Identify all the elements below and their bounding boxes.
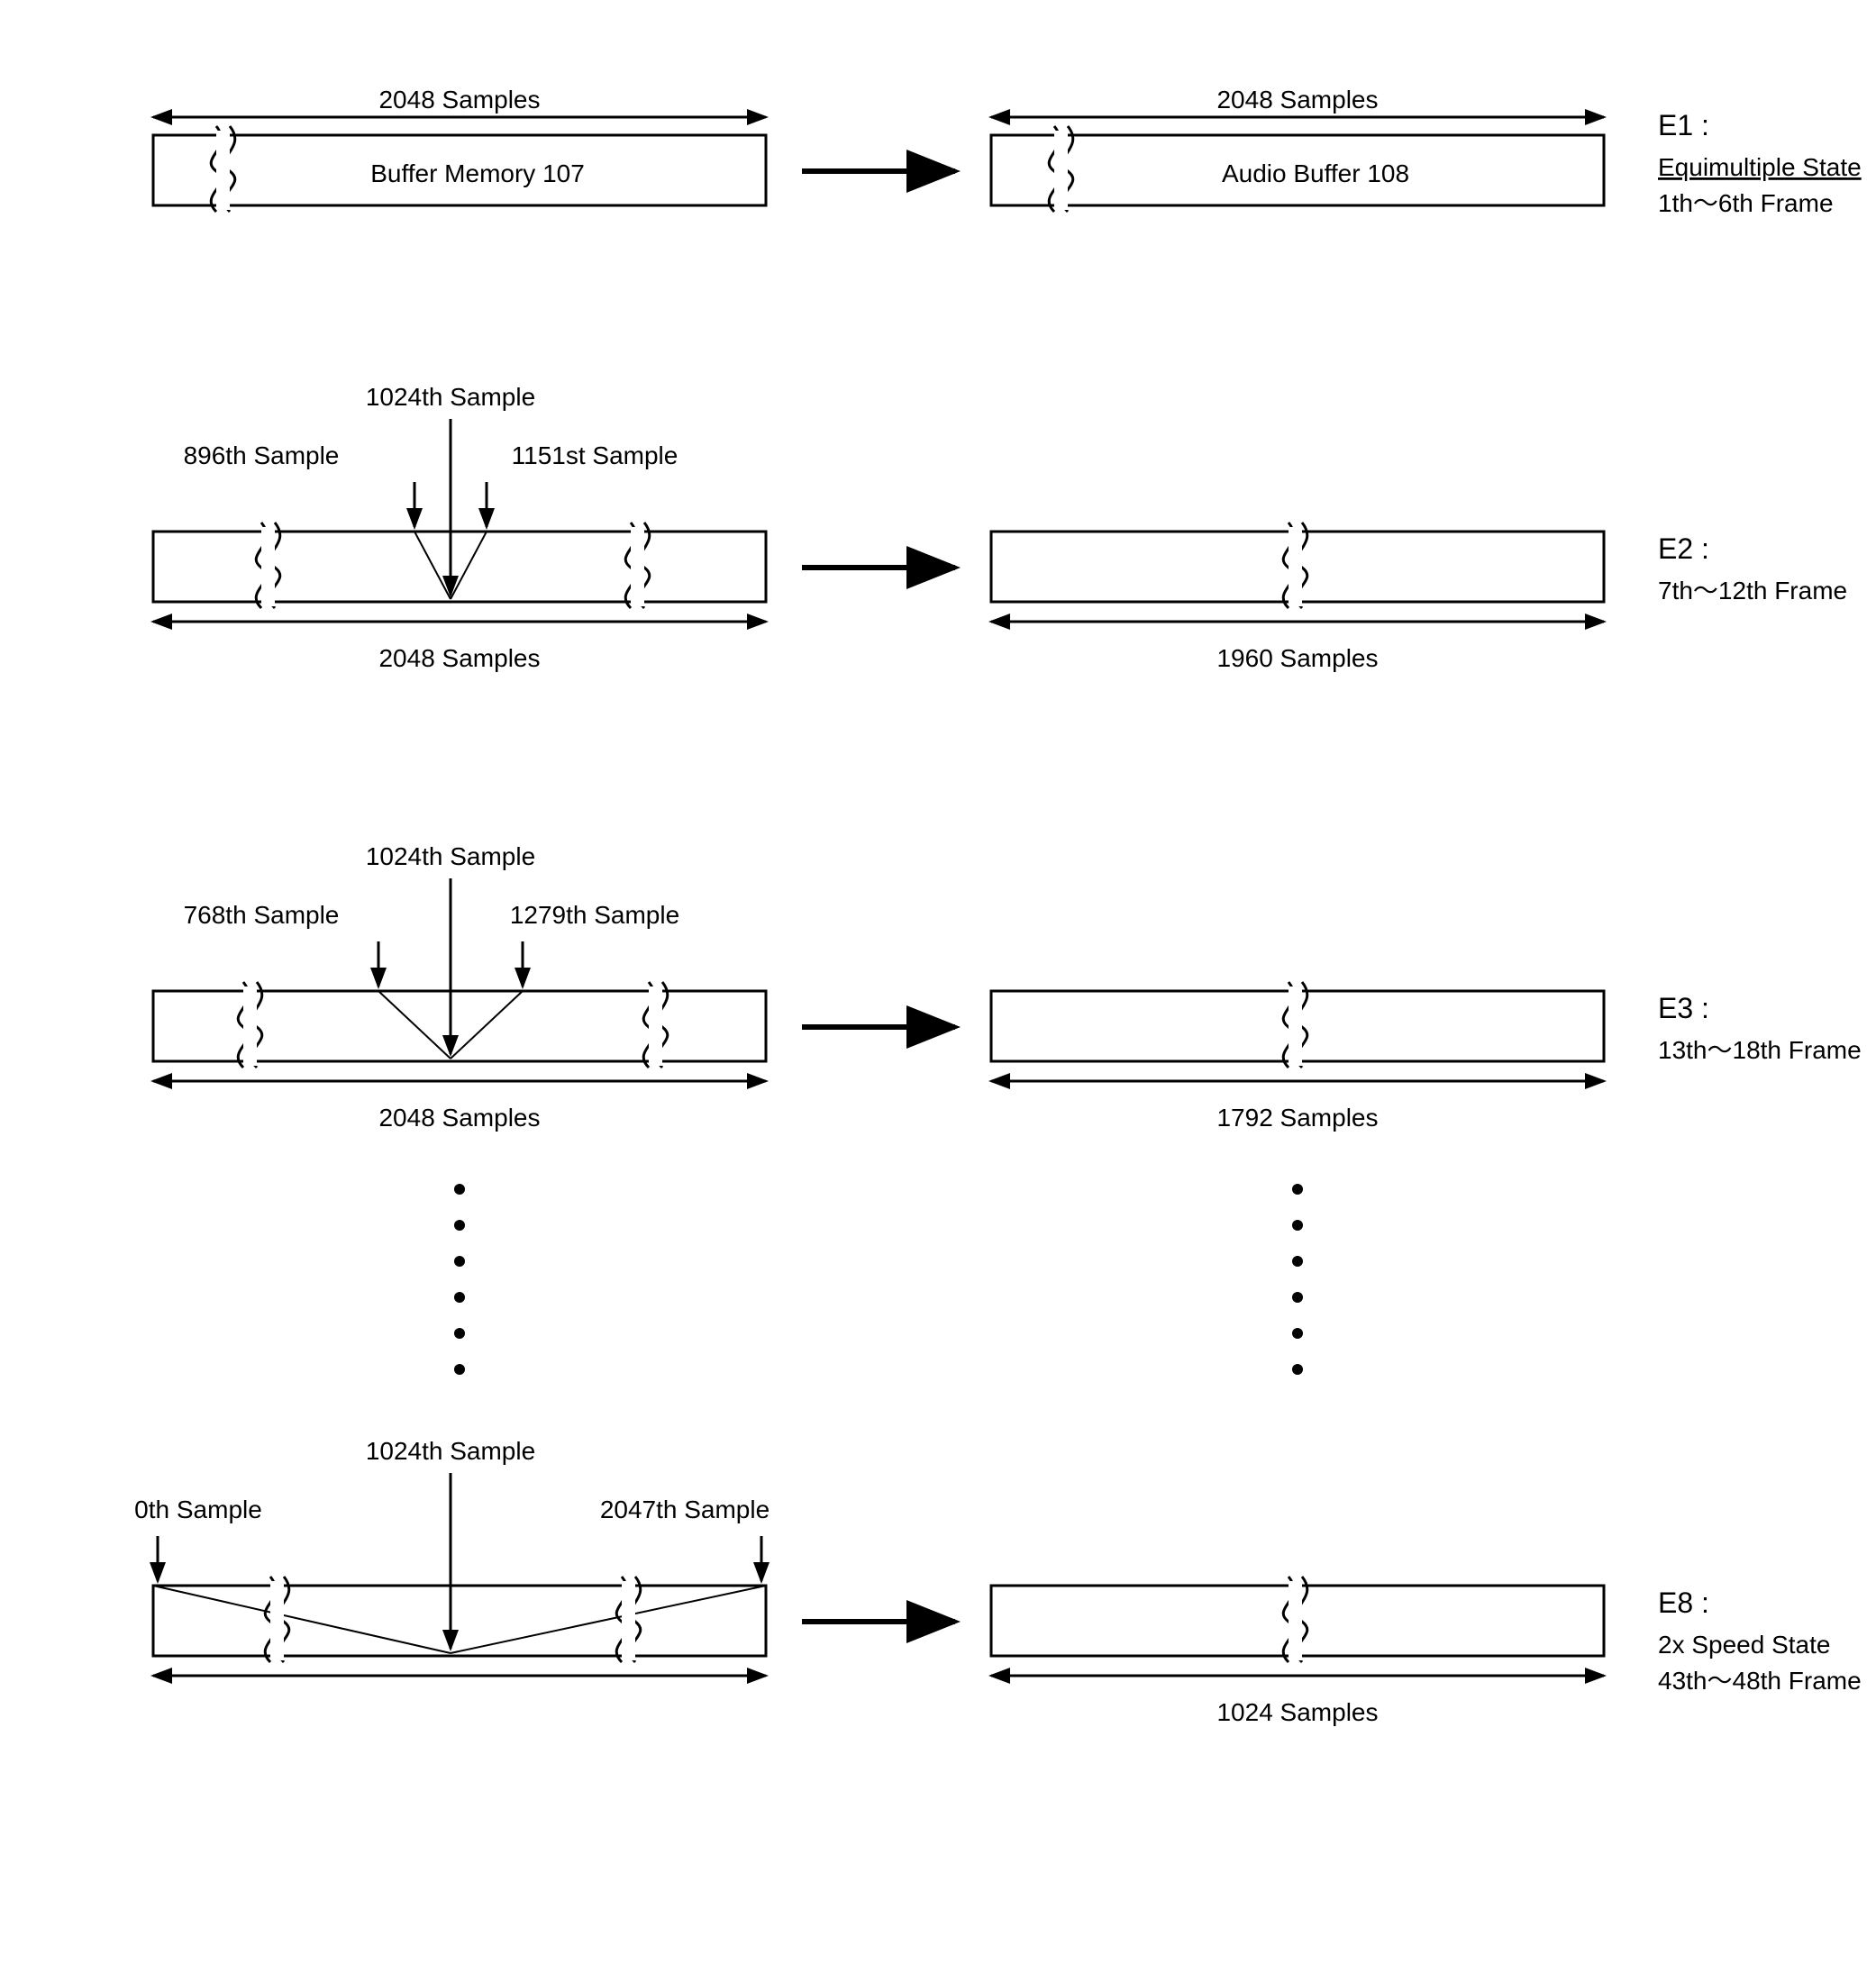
e8-title: 2x Speed State bbox=[1658, 1631, 1830, 1659]
e8-left-box bbox=[153, 1586, 766, 1656]
e1-frames: 1th～6th Frame bbox=[1658, 189, 1834, 217]
e3-left-bottom-label: 2048 Samples bbox=[378, 1104, 540, 1132]
e8-ptr-left: 0th Sample bbox=[134, 1496, 262, 1523]
e2-ptr-right: 1151st Sample bbox=[512, 441, 678, 469]
e3-id: E3 : bbox=[1658, 992, 1709, 1024]
e8-frames: 43th～48th Frame bbox=[1658, 1667, 1862, 1695]
e3-ptr-mid: 1024th Sample bbox=[366, 842, 535, 870]
e3-right-bottom-label: 1792 Samples bbox=[1216, 1104, 1378, 1132]
e3-ptr-right: 1279th Sample bbox=[510, 901, 679, 929]
e3-frames: 13th～18th Frame bbox=[1658, 1036, 1862, 1064]
state-e1: 2048 Samples Buffer Memory 107 2048 Samp… bbox=[153, 86, 1862, 217]
state-e2: 1024th Sample 896th Sample 1151st Sample… bbox=[153, 383, 1847, 672]
e1-right-top-label: 2048 Samples bbox=[1216, 86, 1378, 114]
e2-frames: 7th～12th Frame bbox=[1658, 577, 1847, 605]
e3-ptr-left: 768th Sample bbox=[184, 901, 340, 929]
e1-left-box-label: Buffer Memory 107 bbox=[370, 159, 585, 187]
e2-ptr-mid: 1024th Sample bbox=[366, 383, 535, 411]
state-e8: 1024th Sample 0th Sample 2047th Sample bbox=[134, 1437, 1861, 1726]
e8-right-bottom-label: 1024 Samples bbox=[1216, 1698, 1378, 1726]
ellipsis-dots bbox=[454, 1184, 1303, 1375]
state-e3: 1024th Sample 768th Sample 1279th Sample… bbox=[153, 842, 1862, 1132]
e2-right-bottom-label: 1960 Samples bbox=[1216, 644, 1378, 672]
e2-left-bottom-label: 2048 Samples bbox=[378, 644, 540, 672]
e8-ptr-mid: 1024th Sample bbox=[366, 1437, 535, 1465]
e8-id: E8 : bbox=[1658, 1587, 1709, 1619]
e1-title: Equimultiple State bbox=[1658, 153, 1862, 181]
e1-id: E1 : bbox=[1658, 109, 1709, 141]
e8-ptr-right: 2047th Sample bbox=[600, 1496, 770, 1523]
diagram-svg: 2048 Samples Buffer Memory 107 2048 Samp… bbox=[36, 36, 1876, 1946]
e2-id: E2 : bbox=[1658, 532, 1709, 565]
e1-right-box-label: Audio Buffer 108 bbox=[1222, 159, 1409, 187]
e1-left-top-label: 2048 Samples bbox=[378, 86, 540, 114]
e2-left-box bbox=[153, 532, 766, 602]
e2-ptr-left: 896th Sample bbox=[184, 441, 340, 469]
